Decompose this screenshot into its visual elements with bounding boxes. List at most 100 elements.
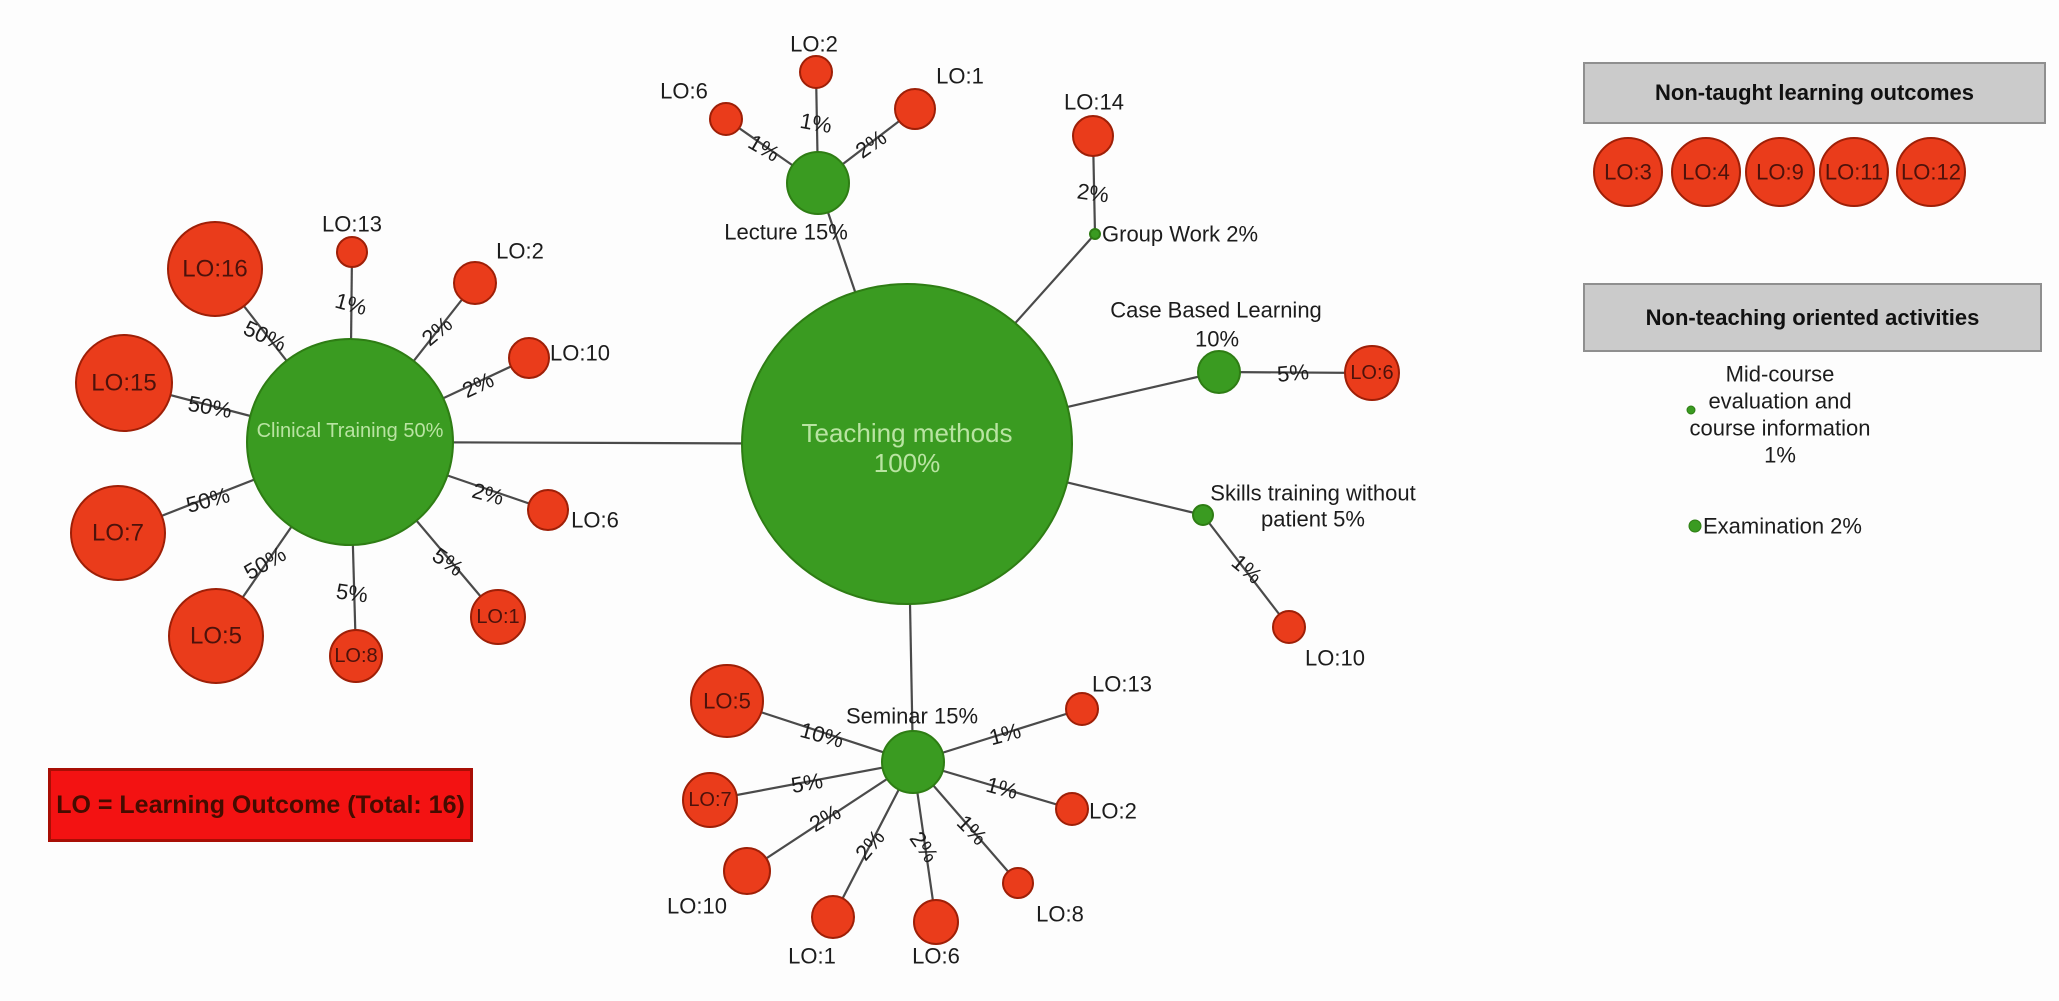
non-taught-lo12 xyxy=(1896,137,1966,207)
hub-node-groupwork xyxy=(1089,228,1101,240)
edge-label-seminar-lo8: 1% xyxy=(952,810,992,850)
satellite-groupwork-lo14-label: LO:14 xyxy=(1064,90,1124,115)
satellite-clinical-lo10-label: LO:10 xyxy=(550,341,610,366)
edge-seminar-lo10 xyxy=(746,761,914,872)
edge-label-clinical-lo7: 50% xyxy=(183,482,232,518)
satellite-clinical-lo8-label: LO:8 xyxy=(334,645,377,667)
midcourse-line-0: Mid-course xyxy=(1726,362,1835,387)
edge-label-seminar-lo13: 1% xyxy=(986,718,1023,750)
edge-label-clinical-lo2: 2% xyxy=(417,311,457,351)
satellite-clinical-lo1 xyxy=(470,589,526,645)
edge-label-clinical-lo10: 2% xyxy=(458,367,497,403)
edge-label-seminar-lo5: 10% xyxy=(797,717,846,753)
non-taught-lo12-label: LO:12 xyxy=(1901,160,1961,185)
satellite-cbl-lo6 xyxy=(1344,345,1400,401)
edge-label-seminar-lo10: 2% xyxy=(805,799,845,837)
midcourse-line-1: evaluation and xyxy=(1708,389,1851,414)
satellite-seminar-lo1 xyxy=(811,895,855,939)
satellite-seminar-lo2 xyxy=(1055,792,1089,826)
non-taught-lo3 xyxy=(1593,137,1663,207)
edge-label-clinical-lo13: 1% xyxy=(332,288,369,320)
non-taught-lo9-label: LO:9 xyxy=(1756,160,1804,185)
satellite-clinical-lo13 xyxy=(336,236,368,268)
non-taught-lo9 xyxy=(1745,137,1815,207)
satellite-clinical-lo10 xyxy=(508,337,550,379)
satellite-seminar-lo7-label: LO:7 xyxy=(688,789,731,811)
hub-node-clinical xyxy=(246,338,454,546)
satellite-seminar-lo8-label: LO:8 xyxy=(1036,902,1084,927)
hub-label-cbl-1: 10% xyxy=(1195,327,1239,352)
satellite-clinical-lo16-label: LO:16 xyxy=(182,256,247,283)
edge-label-lecture-lo2: 1% xyxy=(798,108,834,138)
midcourse-line-2: course information xyxy=(1690,416,1871,441)
hub-label-teaching-1: 100% xyxy=(874,448,941,478)
hub-label-groupwork-0: Group Work 2% xyxy=(1102,222,1258,247)
satellite-seminar-lo13 xyxy=(1065,692,1099,726)
satellite-clinical-lo8 xyxy=(329,629,383,683)
non-taught-outcomes-title: Non-taught learning outcomes xyxy=(1655,80,1974,105)
satellite-clinical-lo15 xyxy=(75,334,173,432)
hub-label-skills-1: patient 5% xyxy=(1261,507,1365,532)
satellite-clinical-lo6-label: LO:6 xyxy=(571,508,619,533)
midcourse-dot xyxy=(1686,405,1696,415)
satellite-seminar-lo1-label: LO:1 xyxy=(788,944,836,969)
examination-dot xyxy=(1688,519,1702,533)
edge-label-cbl-lo6: 5% xyxy=(1276,359,1310,387)
edge-label-clinical-lo8: 5% xyxy=(335,578,370,607)
satellite-lecture-lo1 xyxy=(894,88,936,130)
satellite-seminar-lo2-label: LO:2 xyxy=(1089,799,1137,824)
lo-legend-box: LO = Learning Outcome (Total: 16) xyxy=(48,768,473,842)
satellite-seminar-lo10-label: LO:10 xyxy=(667,894,727,919)
edge-label-clinical-lo6: 2% xyxy=(469,478,506,510)
satellite-clinical-lo15-label: LO:15 xyxy=(91,370,156,397)
satellite-clinical-lo13-label: LO:13 xyxy=(322,212,382,237)
satellite-clinical-lo2-label: LO:2 xyxy=(496,239,544,264)
edge-skills-lo10 xyxy=(1202,514,1290,628)
hub-label-lecture-0: Lecture 15% xyxy=(724,220,848,245)
lo-legend-label: LO = Learning Outcome (Total: 16) xyxy=(56,790,465,819)
edge-label-groupwork-lo14: 2% xyxy=(1076,178,1111,207)
satellite-cbl-lo6-label: LO:6 xyxy=(1350,362,1393,384)
non-taught-lo3-label: LO:3 xyxy=(1604,160,1652,185)
hub-node-teaching xyxy=(741,283,1073,605)
midcourse-line-3: 1% xyxy=(1764,443,1796,468)
satellite-lecture-lo6 xyxy=(709,102,743,136)
satellite-lecture-lo1-label: LO:1 xyxy=(936,64,984,89)
satellite-seminar-lo6 xyxy=(913,899,959,945)
satellite-seminar-lo13-label: LO:13 xyxy=(1092,672,1152,697)
edge-label-clinical-lo15: 50% xyxy=(186,391,234,423)
satellite-seminar-lo5-label: LO:5 xyxy=(703,689,751,714)
satellite-lecture-lo2 xyxy=(799,55,833,89)
edge-label-seminar-lo7: 5% xyxy=(789,768,825,798)
hub-label-skills-0: Skills training without xyxy=(1210,481,1415,506)
satellite-clinical-lo7 xyxy=(70,485,166,581)
non-taught-outcomes-header: Non-taught learning outcomes xyxy=(1583,62,2046,124)
edge-label-seminar-lo1: 2% xyxy=(850,825,890,865)
hub-node-skills xyxy=(1192,504,1214,526)
edge-label-clinical-lo16: 50% xyxy=(240,315,290,356)
edge-label-seminar-lo6: 2% xyxy=(905,827,944,867)
satellite-groupwork-lo14 xyxy=(1072,115,1114,157)
hub-label-teaching-0: Teaching methods xyxy=(801,418,1012,448)
satellite-seminar-lo7 xyxy=(682,772,738,828)
satellite-clinical-lo7-label: LO:7 xyxy=(92,520,144,547)
satellite-clinical-lo1-label: LO:1 xyxy=(476,606,519,628)
satellite-seminar-lo8 xyxy=(1002,867,1034,899)
hub-node-cbl xyxy=(1197,350,1241,394)
non-taught-lo4 xyxy=(1671,137,1741,207)
satellite-clinical-lo5 xyxy=(168,588,264,684)
edge-seminar-lo7 xyxy=(709,760,914,802)
non-taught-lo11-label: LO:11 xyxy=(1825,160,1883,185)
non-teaching-activities-title: Non-teaching oriented activities xyxy=(1645,304,1980,330)
satellite-lecture-lo2-label: LO:2 xyxy=(790,32,838,57)
hub-label-clinical-0: Clinical Training 50% xyxy=(257,420,444,442)
hub-node-lecture xyxy=(786,151,850,215)
non-teaching-activities-header: Non-teaching oriented activities xyxy=(1583,283,2042,352)
satellite-clinical-lo6 xyxy=(527,489,569,531)
satellite-seminar-lo10 xyxy=(723,847,771,895)
non-taught-lo4-label: LO:4 xyxy=(1682,160,1730,185)
edge-label-clinical-lo5: 50% xyxy=(240,541,291,585)
hub-label-seminar-0: Seminar 15% xyxy=(846,704,978,729)
